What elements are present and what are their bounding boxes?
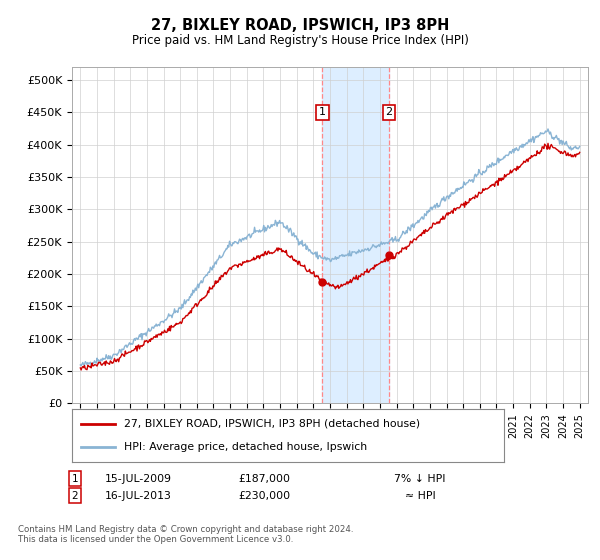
Text: £187,000: £187,000 [238,474,290,484]
Bar [322,67,389,403]
Text: 27, BIXLEY ROAD, IPSWICH, IP3 8PH (detached house): 27, BIXLEY ROAD, IPSWICH, IP3 8PH (detac… [124,419,420,429]
Text: 1: 1 [71,474,79,484]
Text: 2: 2 [385,108,392,118]
Text: 15-JUL-2009: 15-JUL-2009 [105,474,172,484]
Text: 27, BIXLEY ROAD, IPSWICH, IP3 8PH: 27, BIXLEY ROAD, IPSWICH, IP3 8PH [151,18,449,32]
Text: ≈ HPI: ≈ HPI [404,491,436,501]
Text: £230,000: £230,000 [238,491,290,501]
Text: HPI: Average price, detached house, Ipswich: HPI: Average price, detached house, Ipsw… [124,442,367,452]
Text: Price paid vs. HM Land Registry's House Price Index (HPI): Price paid vs. HM Land Registry's House … [131,34,469,47]
Text: 7% ↓ HPI: 7% ↓ HPI [394,474,446,484]
Text: 2: 2 [71,491,79,501]
Text: 16-JUL-2013: 16-JUL-2013 [105,491,172,501]
Text: Contains HM Land Registry data © Crown copyright and database right 2024.
This d: Contains HM Land Registry data © Crown c… [18,525,353,544]
Text: 1: 1 [319,108,326,118]
